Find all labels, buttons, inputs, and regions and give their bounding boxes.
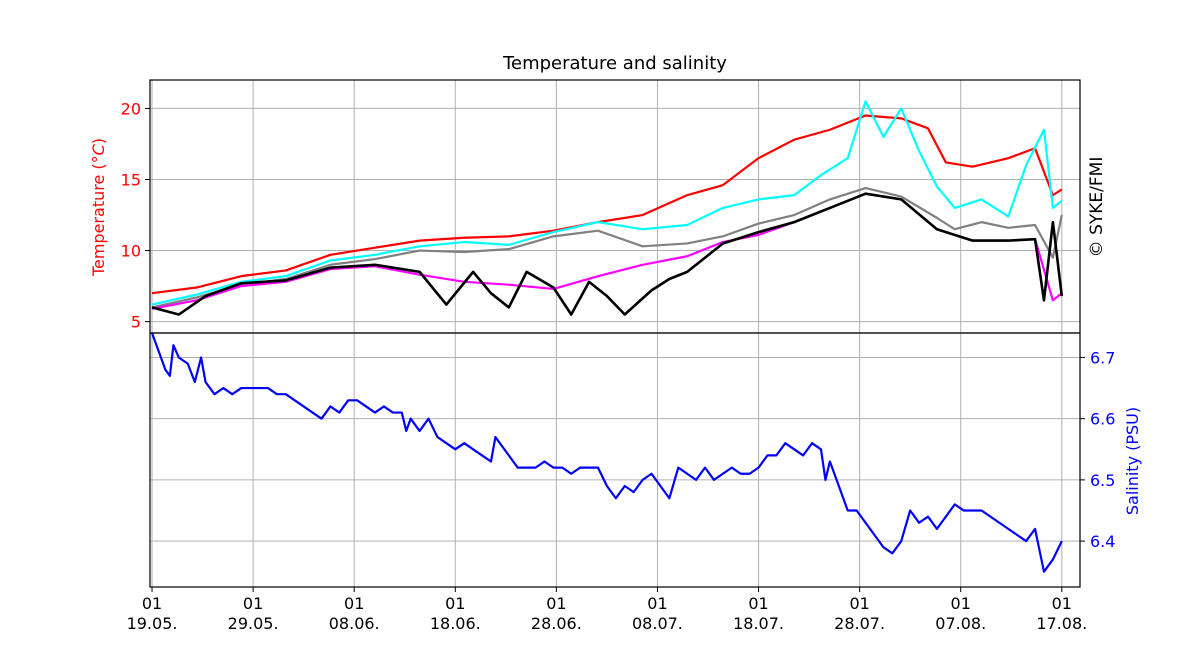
x-tick-label-date: 08.06.: [329, 614, 380, 633]
salinity-series-group: [150, 333, 1063, 573]
x-tick-label-top: 01: [1052, 594, 1072, 613]
temperature-axis-label-suffix: ): [89, 138, 108, 144]
x-tick-label-date: 08.07.: [632, 614, 683, 633]
x-tick-label-top: 01: [142, 594, 162, 613]
temperature-series-line-5: [151, 192, 1064, 316]
temperature-y-tick-label: 5: [131, 313, 141, 332]
x-tick-label-date: 18.06.: [430, 614, 481, 633]
x-tick-label-top: 01: [849, 594, 869, 613]
salinity-y-tick-label: 6.6: [1090, 410, 1115, 429]
temperature-series-group: [151, 100, 1064, 316]
x-axis-ticks: 0119.05.0129.05.0108.06.0118.06.0128.06.…: [127, 587, 1087, 633]
x-tick-label-top: 01: [647, 594, 667, 613]
temperature-series-line-3: [151, 186, 1063, 309]
x-tick-label-date: 19.05.: [127, 614, 178, 633]
x-tick-label-date: 07.08.: [935, 614, 986, 633]
temperature-axis-label-prefix: Temperature (: [89, 163, 108, 277]
temperature-y-tick-label: 20: [121, 99, 141, 118]
x-tick-label-top: 01: [243, 594, 263, 613]
salinity-y-tick-label: 6.5: [1090, 471, 1115, 490]
salinity-series-line-1: [150, 333, 1063, 573]
temperature-grid: [150, 80, 1080, 333]
copyright-text: © SYKE/FMI: [1087, 157, 1107, 258]
x-tick-label-date: 18.07.: [733, 614, 784, 633]
salinity-plot-frame: [149, 332, 1081, 588]
x-tick-label-top: 01: [951, 594, 971, 613]
salinity-y-ticks: 6.4 6.5 6.6 6.7: [1080, 348, 1115, 551]
chart-title: Temperature and salinity: [502, 53, 727, 74]
x-tick-label-top: 01: [546, 594, 566, 613]
salinity-panel: 6.4 6.5 6.6 6.7 Salinity (PSU): [149, 332, 1142, 588]
temperature-y-ticks: 5 10 15 20: [121, 99, 150, 332]
salinity-y-tick-label: 6.7: [1090, 348, 1115, 367]
temperature-plot-frame: [149, 79, 1081, 334]
temperature-y-tick-label: 10: [121, 242, 141, 261]
x-tick-label-top: 01: [445, 594, 465, 613]
salinity-grid: [150, 333, 1080, 587]
x-tick-label-date: 28.07.: [834, 614, 885, 633]
temperature-axis-label: Temperature (°C): [89, 138, 108, 277]
temperature-axis-label-unit: °C: [89, 143, 108, 163]
x-tick-label-top: 01: [344, 594, 364, 613]
salinity-axis-label: Salinity (PSU): [1123, 407, 1142, 515]
temperature-y-tick-label: 15: [121, 170, 141, 189]
salinity-y-tick-label: 6.4: [1090, 532, 1115, 551]
temperature-panel: 5 10 15 20 Temperature (°C) © SYKE/FMI: [89, 79, 1107, 334]
temperature-series-line-2: [151, 100, 1063, 306]
x-tick-label-date: 28.06.: [531, 614, 582, 633]
x-tick-label-date: 17.08.: [1036, 614, 1087, 633]
temperature-series-line-1: [151, 114, 1063, 295]
x-tick-label-date: 29.05.: [228, 614, 279, 633]
x-tick-label-top: 01: [748, 594, 768, 613]
